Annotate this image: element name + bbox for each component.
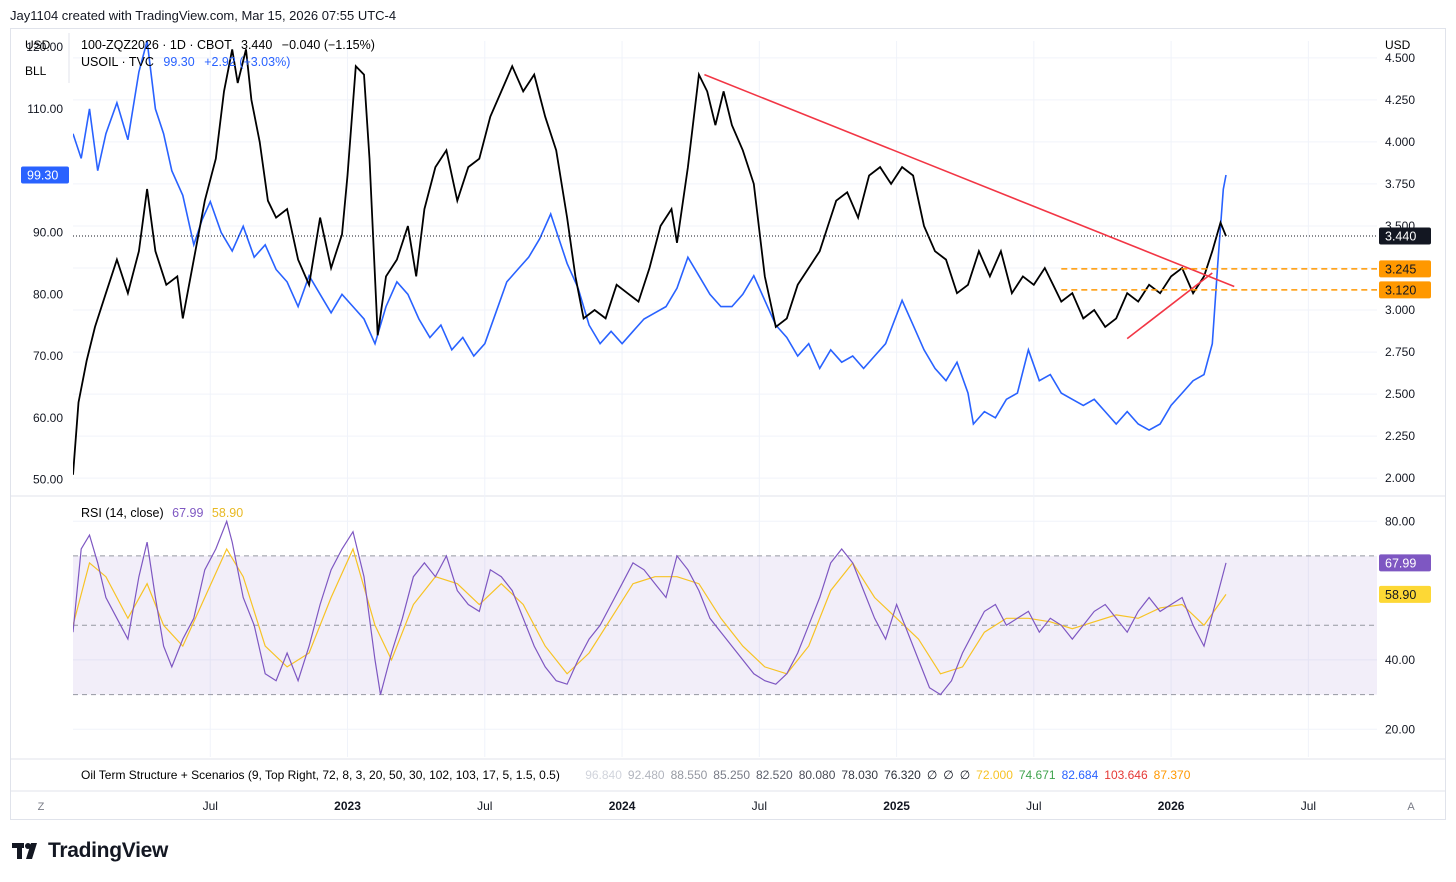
indicator-legend-value: 92.480 [628, 768, 665, 782]
compare-price-label: 99.30 [27, 169, 58, 183]
time-axis-label: Jul [752, 799, 767, 813]
rsi-legend-ma: 58.90 [212, 506, 243, 520]
compare-legend[interactable]: USOIL · TVC 99.30 +2.92 (+3.03%) [81, 55, 290, 69]
level2-price-label-bg [1379, 281, 1431, 299]
indicator-legend-value: 96.840 [585, 768, 622, 782]
compare-legend-change: +2.92 (+3.03%) [204, 55, 290, 69]
tradingview-logo-icon [12, 843, 37, 859]
indicator-legend-label: Oil Term Structure + Scenarios (9, Top R… [81, 768, 560, 782]
indicator-legend-value: 82.520 [756, 768, 793, 782]
indicator-legend-value: 88.550 [671, 768, 708, 782]
attribution: Jay1104 created with TradingView.com, Ma… [10, 8, 397, 23]
main-legend-last: 3.440 [241, 38, 272, 52]
rsi-line [73, 519, 1227, 696]
right-tick-label: 2.000 [1385, 471, 1415, 485]
rsi-tick-label: 80.00 [1385, 514, 1415, 528]
time-axis-label: Jul [1301, 799, 1316, 813]
indicator-legend-value: ∅ [943, 768, 953, 782]
left-tick-label: 80.00 [33, 287, 63, 301]
indicator-legend-value: 85.250 [713, 768, 750, 782]
indicator-legend-value: 80.080 [799, 768, 836, 782]
indicator-legend-value: 74.671 [1019, 768, 1056, 782]
rsi-ma-price-label: 58.90 [1385, 588, 1416, 602]
left-tick-label: 110.00 [27, 102, 63, 116]
right-scale-currency[interactable]: USD [1385, 38, 1411, 52]
rsi-tick-label: 20.00 [1385, 722, 1415, 736]
left-scale-currency[interactable]: USD [25, 38, 51, 52]
rsi-tick-label: 40.00 [1385, 653, 1415, 667]
upper-trendline[interactable] [704, 73, 1235, 288]
compare-legend-symbol: USOIL · TVC [81, 55, 154, 69]
rsi-ma-line [73, 547, 1227, 675]
level1-price-label: 3.245 [1385, 262, 1416, 276]
right-tick-label: 3.750 [1385, 177, 1415, 191]
zq-series-line [73, 49, 1227, 475]
auto-scale-button[interactable]: A [1407, 801, 1415, 813]
level2-price-label: 3.120 [1385, 283, 1416, 297]
price-labels: 3.440 3.245 3.120 99.30 67.99 58.90 [21, 166, 1431, 603]
left-tick-label: 90.00 [33, 225, 63, 239]
indicator-legend-value: 103.646 [1104, 768, 1148, 782]
rsi-legend[interactable]: RSI (14, close) 67.99 58.90 [81, 506, 243, 520]
indicator-legend-value: ∅ [927, 768, 937, 782]
time-axis-label: Jul [203, 799, 218, 813]
right-tick-label: 2.250 [1385, 429, 1415, 443]
time-axis-label: 2023 [334, 799, 361, 813]
right-tick-label: 2.750 [1385, 345, 1415, 359]
left-tick-label: 120.00 [26, 40, 63, 54]
chart-canvas[interactable]: 50.00 60.00 70.00 80.00 90.00 110.00 120.00 2.… [11, 29, 1445, 819]
right-tick-label: 4.000 [1385, 135, 1415, 149]
level1-price-label-bg [1379, 260, 1431, 278]
tradingview-logo-text: TradingView [48, 839, 169, 862]
rsi-ma-price-label-bg [1379, 585, 1431, 603]
lower-trendline[interactable] [1126, 272, 1213, 340]
right-tick-label: 4.500 [1385, 51, 1415, 65]
indicator-legend-value: 82.684 [1062, 768, 1099, 782]
time-axis-label: 2026 [1158, 799, 1185, 813]
time-axis-label: 2024 [609, 799, 636, 813]
left-tick-label: 60.00 [33, 411, 63, 425]
compare-price-label-bg [21, 166, 69, 184]
left-price-axis[interactable]: 50.00 60.00 70.00 80.00 90.00 110.00 120.00 [26, 40, 63, 486]
left-scale-unit[interactable]: BLL [25, 64, 47, 78]
time-axis-label: Jul [1026, 799, 1041, 813]
rsi-price-label: 67.99 [1385, 556, 1416, 570]
main-price-label-bg [1379, 227, 1431, 245]
indicator-legend-value: 78.030 [841, 768, 878, 782]
main-legend[interactable]: 100-ZQZ2026 · 1D · CBOT 3.440 −0.040 (−1… [81, 38, 375, 52]
main-price-label: 3.440 [1385, 230, 1416, 244]
time-axis-label: Jul [477, 799, 492, 813]
rsi-band [73, 555, 1377, 696]
main-legend-symbol: 100-ZQZ2026 · 1D · CBOT [81, 38, 232, 52]
chart-container[interactable]: 50.00 60.00 70.00 80.00 90.00 110.00 120.00 2.… [10, 28, 1446, 820]
compare-legend-last: 99.30 [163, 55, 194, 69]
main-legend-change: −0.040 (−1.15%) [282, 38, 375, 52]
rsi-legend-label: RSI (14, close) [81, 506, 164, 520]
left-tick-label: 50.00 [33, 473, 63, 487]
indicator-legend[interactable]: Oil Term Structure + Scenarios (9, Top R… [81, 768, 1191, 782]
right-tick-label: 2.500 [1385, 387, 1415, 401]
rsi-price-axis[interactable]: 20.00 40.00 80.00 [1385, 514, 1415, 736]
indicator-legend-value: 76.320 [884, 768, 921, 782]
indicator-legend-value: 72.000 [976, 768, 1013, 782]
tradingview-logo[interactable]: TradingView [12, 839, 168, 863]
time-axis-label: 2025 [883, 799, 910, 813]
indicator-legend-value: 87.370 [1154, 768, 1191, 782]
right-tick-label: 3.000 [1385, 303, 1415, 317]
left-tick-label: 70.00 [33, 349, 63, 363]
grid [73, 41, 1377, 757]
zoom-button[interactable]: Z [38, 801, 45, 813]
indicator-legend-value: ∅ [960, 768, 970, 782]
right-tick-label: 4.250 [1385, 93, 1415, 107]
time-axis[interactable]: Jul 2023 Jul 2024 Jul 2025 Jul 2026 Jul [203, 799, 1316, 813]
rsi-price-label-bg [1379, 554, 1431, 572]
rsi-legend-value: 67.99 [172, 506, 203, 520]
right-price-axis[interactable]: 2.0002.2502.5002.7503.0003.5003.7504.000… [1385, 51, 1415, 485]
usoil-series-line [73, 41, 1227, 432]
